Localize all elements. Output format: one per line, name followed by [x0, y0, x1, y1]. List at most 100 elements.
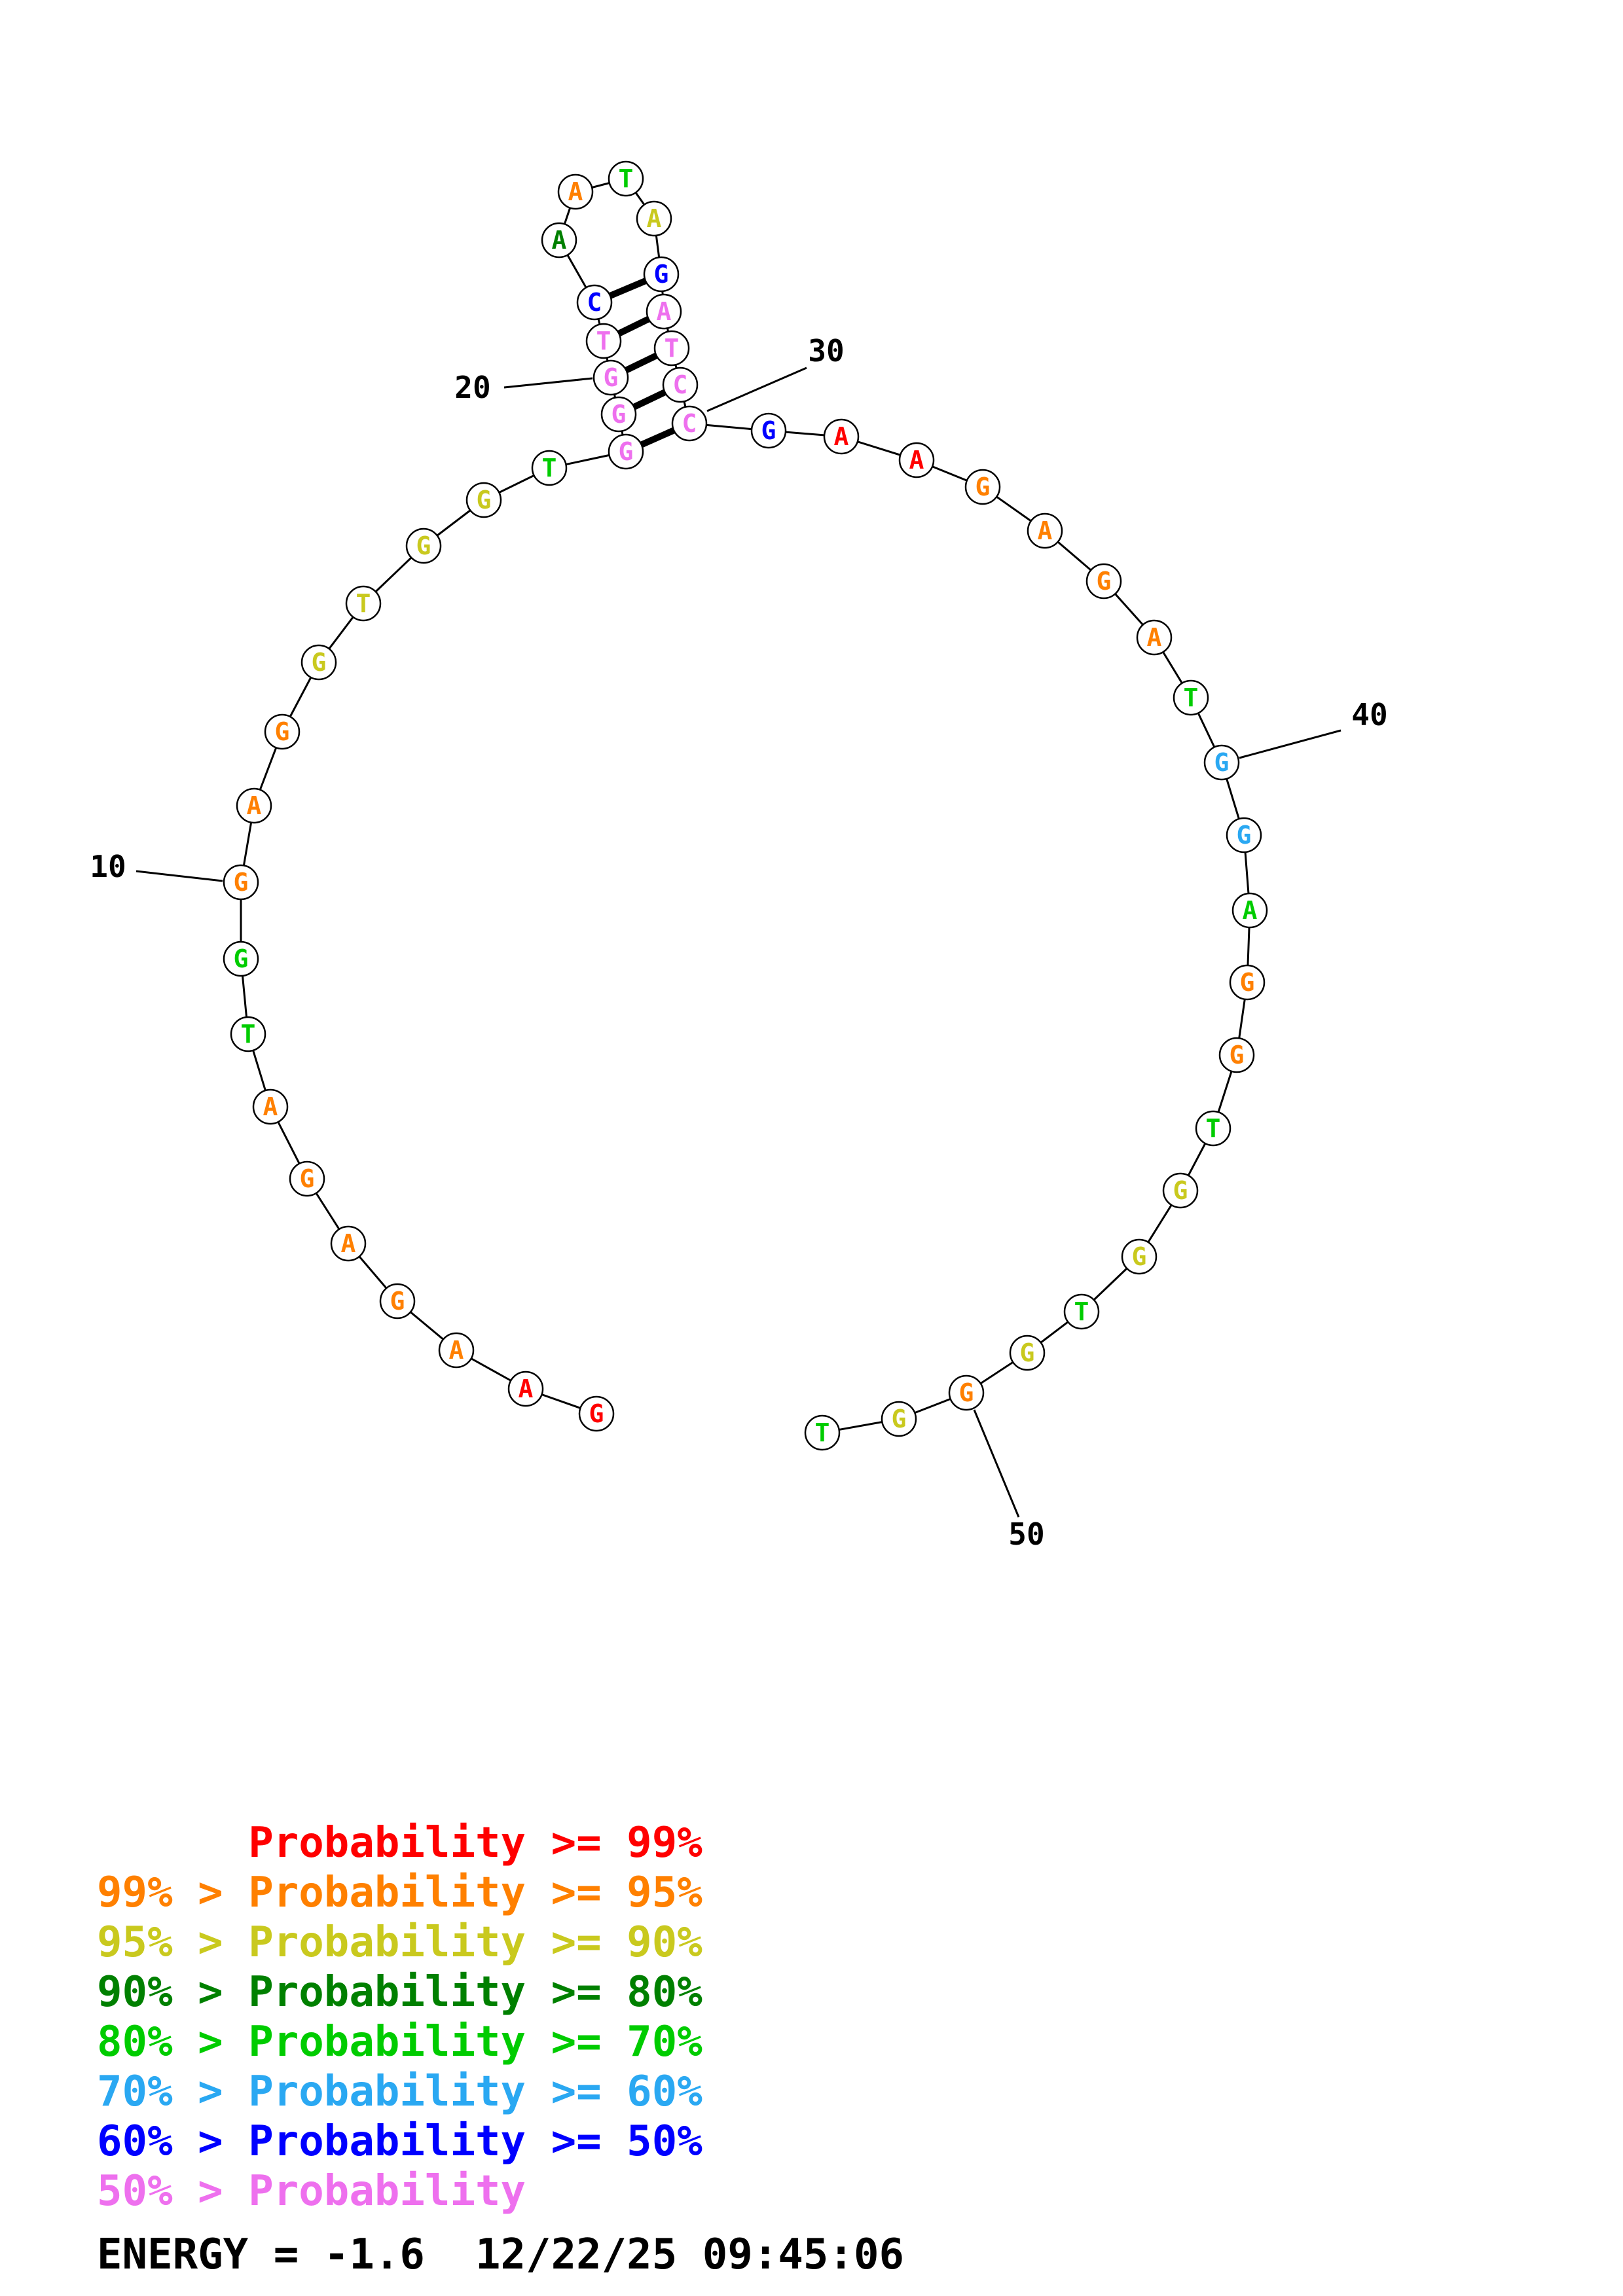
nucleotide-base-47: G — [1132, 1242, 1147, 1271]
nucleotide-circle-14 — [345, 585, 382, 622]
legend-row-p70-80: 80% > Probability >= 70% — [97, 2018, 702, 2066]
nucleotide-circle-5 — [330, 1225, 367, 1262]
label-tick-20 — [503, 377, 593, 389]
legend-row-below50: 50% > Probability — [97, 2167, 526, 2215]
nucleotide-base-14: T — [356, 589, 371, 618]
nucleotide-base-32: G — [761, 416, 776, 445]
nucleotide-base-3: A — [449, 1336, 464, 1365]
nucleotide-circle-46 — [1162, 1172, 1199, 1209]
nucleotide-base-4: G — [390, 1287, 405, 1316]
nucleotide-base-51: G — [892, 1405, 907, 1433]
number-labels: 10 20 30 40 50 — [90, 333, 1387, 1552]
nucleotide-base-16: G — [477, 486, 492, 514]
nucleotide-base-21: T — [596, 327, 611, 355]
nucleotide-base-17: T — [542, 454, 557, 482]
nucleotide-base-52: T — [815, 1418, 830, 1447]
nucleotide-base-13: G — [312, 648, 327, 677]
nucleotide-circle-20 — [593, 359, 629, 396]
position-label-30: 30 — [808, 333, 844, 368]
nucleotide-circle-27 — [643, 256, 680, 293]
nucleotide-base-24: A — [568, 177, 583, 206]
nucleotide-circle-37 — [1085, 563, 1122, 600]
nucleotide-base-41: G — [1237, 821, 1252, 850]
nucleotide-circle-45 — [1195, 1110, 1231, 1147]
nucleotide-circle-9 — [223, 941, 259, 977]
nucleotide-circle-6 — [289, 1160, 325, 1197]
nucleotide-base-38: A — [1147, 623, 1162, 652]
position-label-50: 50 — [1008, 1516, 1044, 1552]
nucleotide-circle-47 — [1121, 1238, 1158, 1275]
nucleotide-base-43: G — [1240, 968, 1255, 997]
nucleotide-base-8: T — [241, 1020, 256, 1049]
nucleotide-base-34: A — [909, 446, 924, 475]
nucleotide-circle-24 — [557, 173, 594, 210]
nucleotide-circle-49 — [1009, 1335, 1046, 1371]
nucleotide-circle-10 — [223, 864, 259, 901]
label-tick-30 — [706, 367, 807, 412]
nucleotide-circle-1 — [578, 1395, 615, 1432]
nucleotide-circle-22 — [576, 284, 613, 321]
legend-row-p50-60: 60% > Probability >= 50% — [97, 2117, 702, 2166]
nucleotide-base-33: A — [834, 422, 849, 451]
nucleotide-base-37: G — [1097, 567, 1112, 596]
nucleotide-base-42: A — [1243, 896, 1258, 925]
nucleotide-circle-34 — [898, 442, 935, 478]
energy-line: ENERGY = -1.6 12/22/25 09:45:06 — [97, 2231, 904, 2279]
nucleotide-circle-31 — [671, 405, 708, 442]
nucleotide-base-23: A — [552, 226, 567, 255]
backbone-lines — [240, 177, 1251, 1434]
nucleotide-circle-7 — [252, 1088, 289, 1125]
nucleotide-circle-26 — [636, 200, 672, 237]
nucleotide-circle-50 — [948, 1374, 985, 1411]
nucleotide-circle-38 — [1136, 619, 1173, 656]
nucleotide-base-39: T — [1184, 683, 1199, 712]
nucleotide-circle-36 — [1027, 512, 1063, 549]
nucleotide-circle-44 — [1218, 1037, 1255, 1073]
nucleotide-base-10: G — [234, 868, 249, 897]
probability-legend: Probability >= 99% 99% > Probability >= … — [97, 1818, 702, 2216]
nucleotide-circle-40 — [1203, 744, 1240, 781]
nucleotide-circle-25 — [608, 160, 644, 197]
nucleotide-base-48: T — [1074, 1297, 1089, 1326]
nucleotide-base-28: A — [657, 297, 672, 326]
nucleotide-circle-21 — [585, 323, 622, 359]
nucleotide-circle-30 — [662, 367, 699, 403]
nucleotide-base-44: G — [1230, 1041, 1245, 1069]
label-tick-50 — [973, 1409, 1020, 1518]
nucleotide-circle-51 — [881, 1401, 917, 1437]
nucleotide-base-36: A — [1038, 516, 1053, 545]
nucleotide-base-12: G — [275, 717, 290, 746]
legend-row-p80-90: 90% > Probability >= 80% — [97, 1968, 702, 2017]
label-tick-10 — [136, 870, 223, 882]
nucleotide-circle-18 — [608, 433, 644, 470]
nucleotide-base-7: A — [263, 1092, 278, 1121]
nucleotide-base-9: G — [234, 944, 249, 973]
nucleotide-circle-41 — [1226, 817, 1262, 853]
nucleotide-circle-23 — [541, 222, 577, 259]
legend-row-p95-99: 99% > Probability >= 95% — [97, 1869, 702, 1917]
nucleotide-circle-15 — [405, 528, 442, 564]
nucleotide-circle-42 — [1231, 892, 1268, 929]
nucleotide-base-5: A — [341, 1229, 356, 1258]
nucleotide-circle-29 — [653, 330, 690, 367]
nucleotide-base-20: G — [604, 363, 619, 392]
nucleotide-circle-39 — [1173, 679, 1209, 716]
nucleotide-circle-11 — [236, 787, 272, 824]
position-label-20: 20 — [454, 370, 490, 405]
nucleotide-circle-16 — [465, 482, 502, 518]
nucleotide-circle-35 — [964, 469, 1001, 505]
nucleotide-base-45: T — [1206, 1114, 1221, 1143]
nucleotide-circle-33 — [823, 418, 860, 455]
nucleotide-base-40: G — [1214, 748, 1230, 777]
nucleotide-circle-12 — [264, 713, 301, 750]
nucleotide-circle-32 — [750, 412, 787, 449]
legend-row-p90-95: 95% > Probability >= 90% — [97, 1918, 702, 1967]
nucleotide-base-18: G — [619, 437, 634, 466]
legend-row-p60-70: 70% > Probability >= 60% — [97, 2068, 702, 2116]
nucleotide-base-30: C — [673, 370, 688, 399]
nucleotide-base-50: G — [959, 1378, 974, 1407]
nucleotide-circle-8 — [230, 1016, 266, 1052]
